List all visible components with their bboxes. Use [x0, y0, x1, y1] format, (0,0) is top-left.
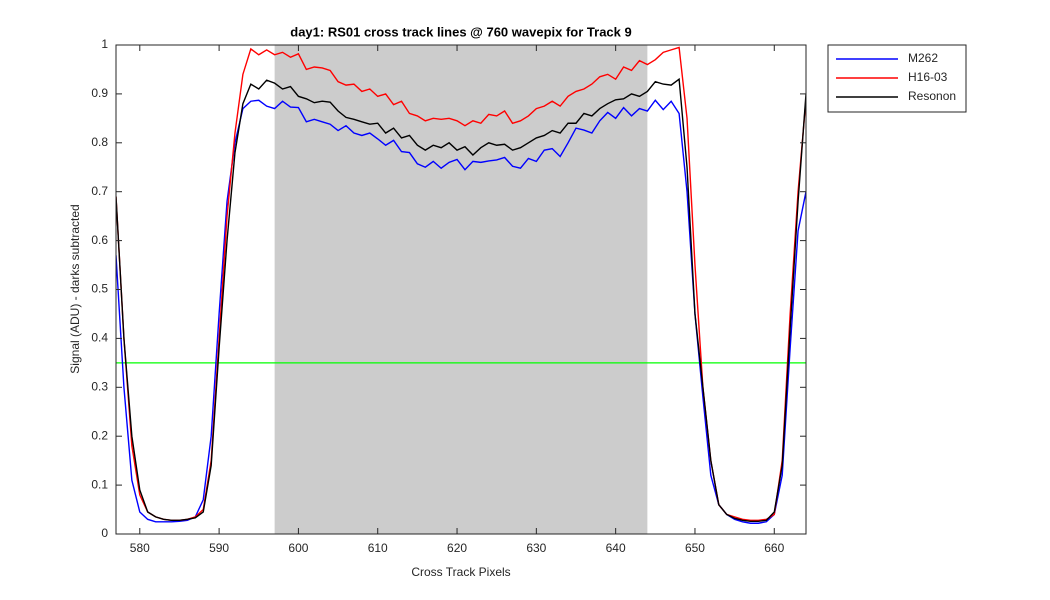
x-tick-label: 660: [764, 541, 784, 555]
y-tick-label: 0: [101, 526, 108, 540]
x-tick-label: 610: [368, 541, 388, 555]
y-tick-label: 0.5: [91, 282, 108, 296]
chart-title: day1: RS01 cross track lines @ 760 wavep…: [290, 24, 631, 39]
x-tick-label: 580: [130, 541, 150, 555]
x-tick-label: 650: [685, 541, 705, 555]
x-tick-label: 640: [606, 541, 626, 555]
y-tick-label: 0.2: [91, 428, 108, 442]
y-tick-label: 0.8: [91, 135, 108, 149]
y-tick-label: 0.1: [91, 477, 108, 491]
legend-label: H16-03: [908, 70, 948, 84]
y-tick-label: 0.3: [91, 379, 108, 393]
y-tick-label: 0.4: [91, 331, 108, 345]
y-tick-label: 0.9: [91, 86, 108, 100]
series-line: [116, 46, 806, 522]
legend-label: M262: [908, 51, 938, 65]
y-tick-label: 0.7: [91, 184, 108, 198]
x-tick-label: 620: [447, 541, 467, 555]
series-line: [116, 77, 806, 522]
x-tick-label: 630: [526, 541, 546, 555]
y-tick-label: 0.6: [91, 233, 108, 247]
x-tick-label: 600: [288, 541, 308, 555]
x-axis-label: Cross Track Pixels: [411, 565, 510, 579]
shaded-region: [274, 45, 648, 534]
legend-label: Resonon: [908, 89, 956, 103]
y-tick-label: 1: [101, 37, 108, 51]
y-axis-label: Signal (ADU) - darks subtracted: [68, 204, 82, 373]
x-tick-label: 590: [209, 541, 229, 555]
